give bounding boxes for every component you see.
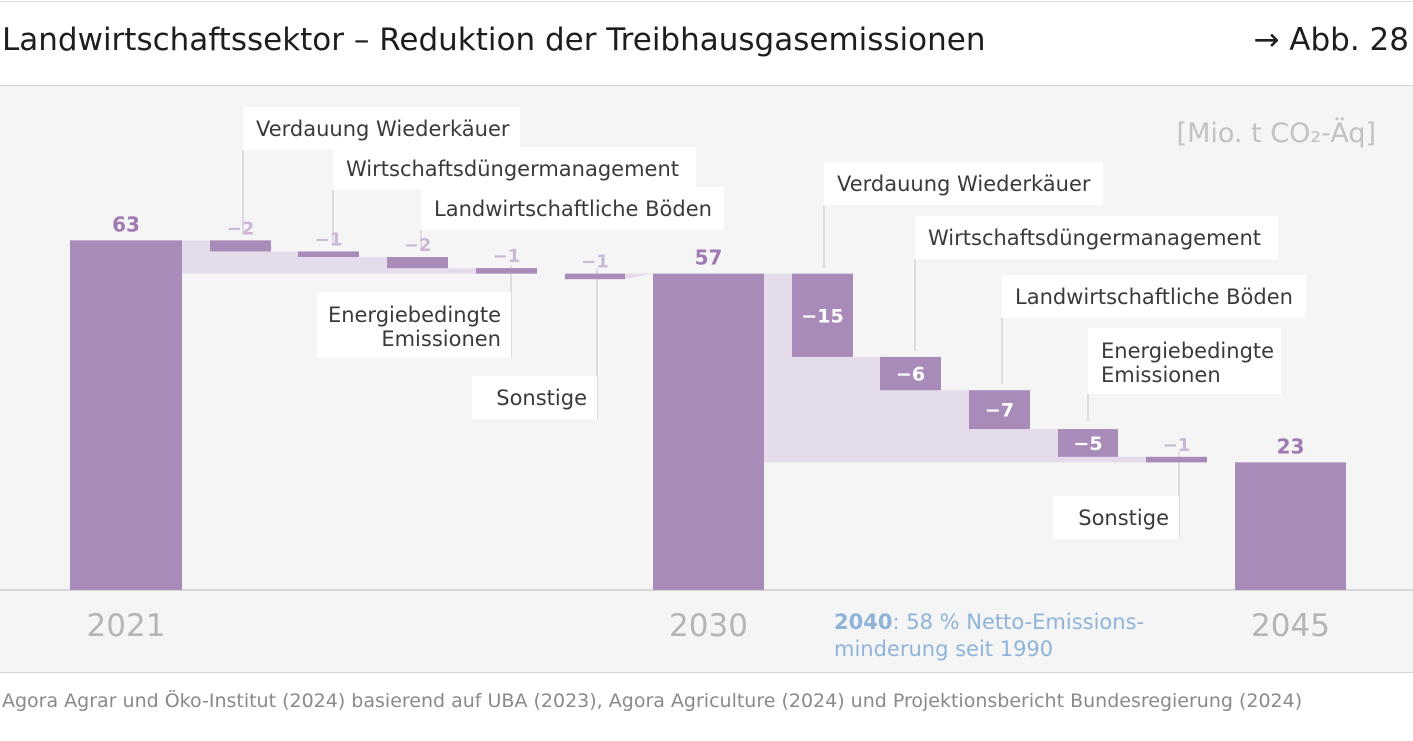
category-label-box xyxy=(1053,496,1179,539)
category-label: Sonstige xyxy=(1078,506,1169,530)
header-divider xyxy=(0,1,1413,2)
category-label-box xyxy=(333,147,696,190)
category-label-box xyxy=(243,107,520,150)
category-label: Landwirtschaftliche Böden xyxy=(434,197,712,221)
step-value-label: −6 xyxy=(896,364,925,386)
x-tick-label: 2045 xyxy=(1251,608,1330,644)
total-bar-2030 xyxy=(653,273,764,590)
source-note: Agora Agrar und Öko-Institut (2024) basi… xyxy=(2,690,1303,712)
annotation-text: minderung seit 1990 xyxy=(834,637,1053,661)
category-label: Sonstige xyxy=(496,386,587,410)
category-label-box xyxy=(915,216,1278,259)
category-label-box xyxy=(317,292,511,358)
figure-reference-link[interactable]: → Abb. 28 xyxy=(1253,22,1409,58)
category-label-box xyxy=(1002,275,1306,318)
category-label: Verdauung Wiederkäuer xyxy=(837,172,1091,196)
category-label-box xyxy=(421,187,724,230)
x-tick-label: 2030 xyxy=(669,608,748,644)
step-bar-3 xyxy=(387,257,448,269)
step-bar-4 xyxy=(476,268,537,274)
step-bar-7 xyxy=(880,356,941,391)
category-label: Wirtschaftsdüngermanagement xyxy=(928,226,1261,250)
step-bar-9 xyxy=(1058,429,1118,457)
step-bar-2 xyxy=(298,251,359,257)
step-value-label: −5 xyxy=(1073,433,1102,455)
total-bar-2045 xyxy=(1235,462,1346,590)
x-tick-label: 2021 xyxy=(87,608,166,644)
annotation-text: : 58 % Netto-Emissions- xyxy=(892,610,1144,634)
step-bar-8 xyxy=(969,390,1030,430)
step-bar-1 xyxy=(210,240,271,252)
category-label-box xyxy=(472,376,597,419)
waterfall-bridge xyxy=(764,273,1235,463)
step-value-label: −7 xyxy=(985,400,1014,422)
step-value-label: −2 xyxy=(404,235,432,256)
annotation-year: 2040 xyxy=(834,610,892,634)
total-value-label: 63 xyxy=(112,212,140,236)
category-label: Landwirtschaftliche Böden xyxy=(1015,285,1293,309)
step-value-label: −2 xyxy=(227,218,255,239)
category-label-box xyxy=(824,162,1103,205)
category-label: Emissionen xyxy=(1101,363,1221,387)
category-label: Energiebedingte xyxy=(1101,339,1274,363)
step-bar-5 xyxy=(565,273,625,280)
total-value-label: 23 xyxy=(1277,434,1305,458)
unit-label: [Mio. t CO₂-Äq] xyxy=(1177,117,1376,149)
waterfall-bridge xyxy=(182,240,653,280)
category-label: Wirtschaftsdüngermanagement xyxy=(346,157,679,181)
annotation-2040: 2040: 58 % Netto-Emissions- xyxy=(834,610,1144,634)
chart-title: Landwirtschaftssektor – Reduktion der Tr… xyxy=(2,22,986,58)
step-value-label: −1 xyxy=(1163,435,1191,456)
total-bar-2021 xyxy=(70,240,182,590)
step-bar-10 xyxy=(1146,456,1207,463)
category-label: Verdauung Wiederkäuer xyxy=(256,117,510,141)
step-value-label: −1 xyxy=(581,252,609,273)
step-value-label: −1 xyxy=(315,229,343,250)
step-value-label: −15 xyxy=(801,305,843,327)
total-value-label: 57 xyxy=(695,246,723,270)
category-label: Energiebedingte xyxy=(328,303,501,327)
step-bar-6 xyxy=(792,273,853,357)
category-label-box xyxy=(1088,328,1281,394)
step-value-label: −1 xyxy=(493,246,521,267)
category-label: Emissionen xyxy=(381,327,501,351)
